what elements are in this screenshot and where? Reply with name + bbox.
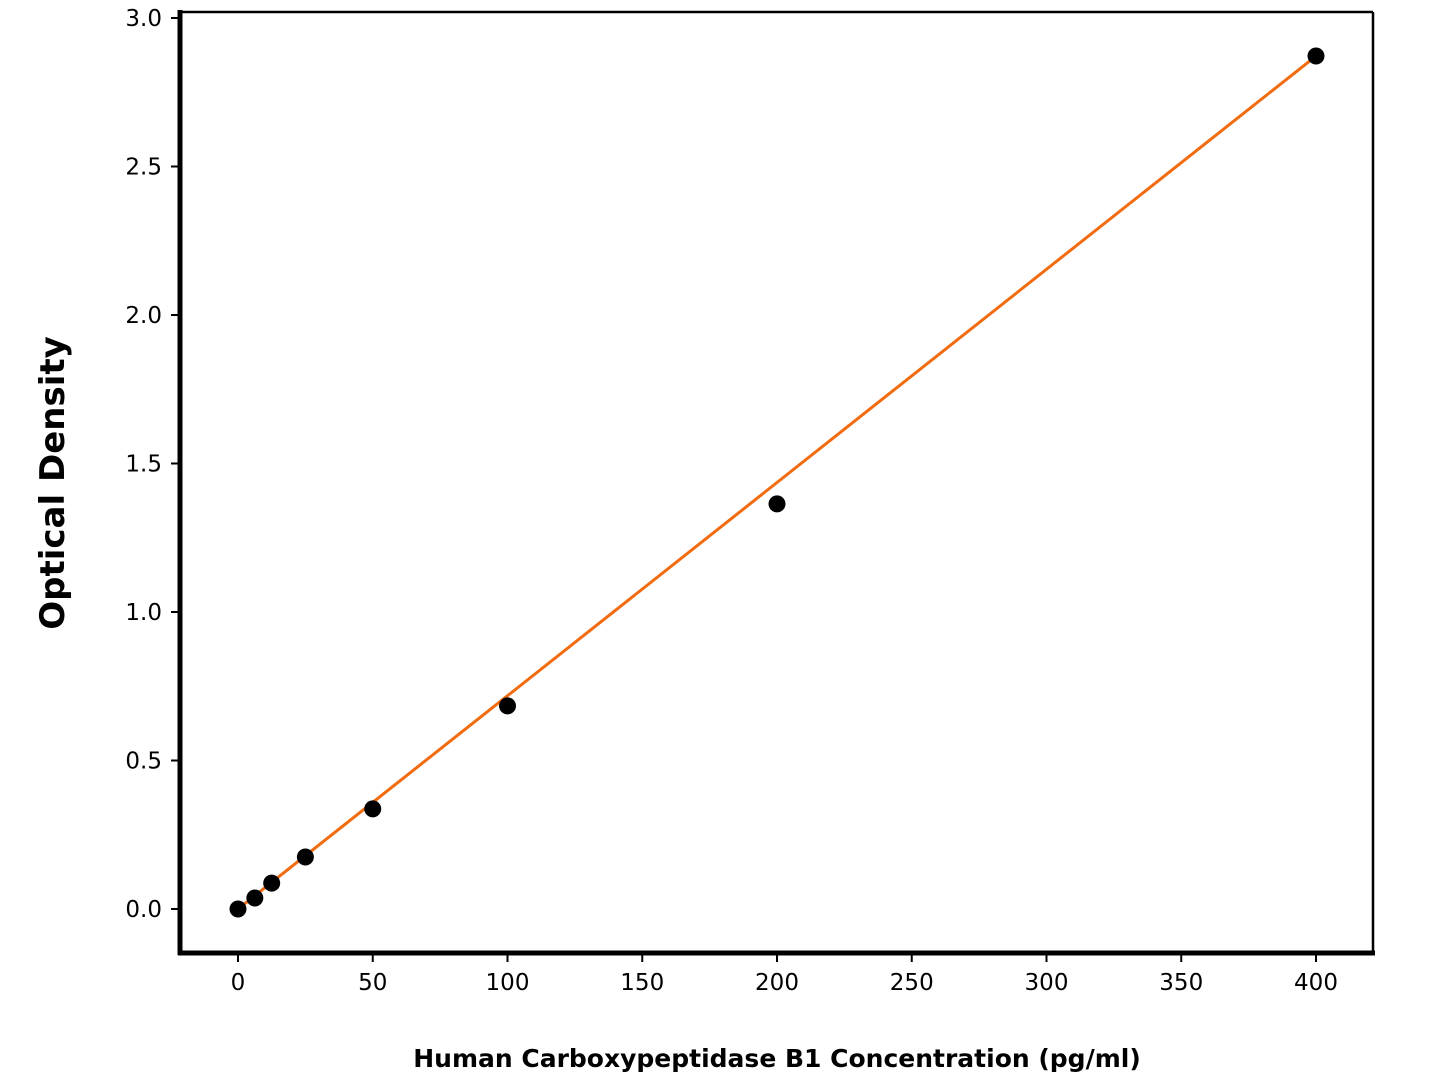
data-point	[768, 495, 786, 513]
data-point	[364, 800, 382, 818]
data-point	[246, 889, 264, 907]
data-points	[229, 47, 1325, 918]
y-tick-label: 2.5	[125, 155, 162, 181]
x-tick-label: 300	[1025, 970, 1069, 996]
fit-curve	[237, 54, 1317, 911]
y-axis-ticks: 0.0 0.5 1.0 1.5 2.0 2.5 3.0	[125, 6, 180, 923]
x-tick-label: 150	[620, 970, 664, 996]
x-axis-ticks: 0 50 100 150 200 250 300 350 400	[231, 953, 1338, 996]
fit-line	[237, 54, 1317, 911]
x-tick-label: 200	[755, 970, 799, 996]
y-tick-label: 3.0	[125, 6, 162, 32]
x-axis-title: Human Carboxypeptidase B1 Concentration …	[413, 1044, 1141, 1073]
data-point	[499, 697, 516, 715]
y-tick-label: 0.0	[125, 897, 162, 923]
y-tick-label: 1.5	[125, 452, 162, 478]
x-tick-label: 0	[231, 970, 246, 996]
data-point	[229, 900, 247, 918]
y-tick-label: 0.5	[125, 749, 162, 775]
data-point	[296, 848, 314, 866]
y-axis-title: Optical Density	[33, 336, 73, 630]
y-tick-label: 1.0	[125, 600, 162, 626]
y-tick-label: 2.0	[125, 303, 162, 329]
x-tick-label: 50	[358, 970, 387, 996]
x-tick-label: 400	[1294, 970, 1338, 996]
x-tick-label: 250	[890, 970, 934, 996]
data-point	[1307, 47, 1325, 65]
x-tick-label: 350	[1159, 970, 1203, 996]
x-tick-label: 100	[486, 970, 530, 996]
data-point	[263, 874, 281, 892]
